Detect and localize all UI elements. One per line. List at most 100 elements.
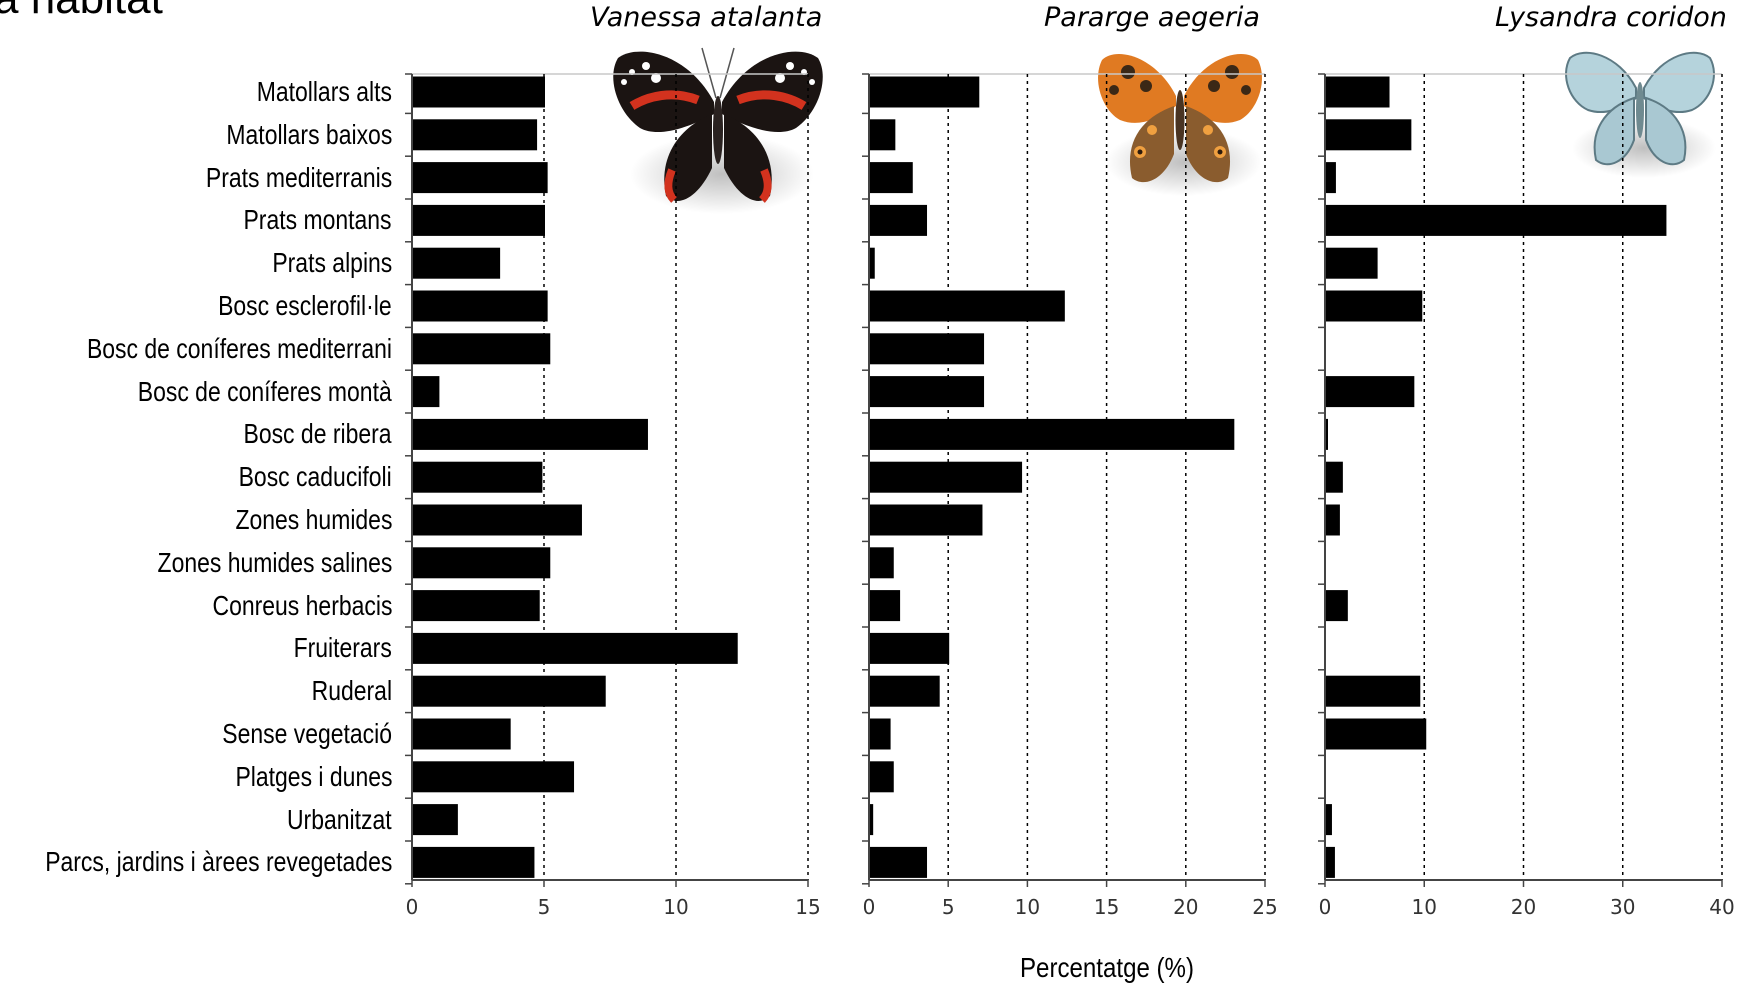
bar [1326, 204, 1667, 236]
x-tick-label: 20 [1173, 895, 1198, 919]
category-label: Zones humides [235, 504, 392, 535]
bar [1326, 504, 1340, 536]
bar [870, 675, 940, 707]
bar [413, 247, 501, 279]
panel-2: 0 10 20 30 40 [1318, 73, 1735, 919]
bar [870, 461, 1023, 493]
slide-title: a habitat [0, 0, 163, 24]
speckled-wood-butterfly-icon [1098, 54, 1262, 196]
bar [870, 846, 928, 878]
category-label: Platges i dunes [234, 760, 392, 792]
category-label: Prats mediterranis [205, 161, 392, 193]
x-tick-label: 0 [406, 895, 419, 919]
x-tick-label: 10 [663, 895, 688, 919]
bar [1326, 290, 1423, 322]
bar [1326, 247, 1378, 279]
x-tick-label: 15 [795, 895, 820, 919]
panel-1: 0 5 10 15 20 25 [862, 73, 1278, 919]
category-label: Bosc de coníferes mediterrani [86, 332, 392, 364]
category-label: Fruiterars [293, 632, 392, 664]
bar [870, 632, 950, 664]
category-label: Conreus herbacis [212, 589, 392, 621]
bar [413, 290, 548, 322]
bar [1326, 76, 1390, 108]
bar [1326, 418, 1328, 450]
bar [413, 804, 458, 836]
bar [413, 718, 511, 750]
bar [413, 846, 535, 878]
x-tick-label: 15 [1094, 895, 1119, 919]
bar [413, 590, 540, 622]
x-axis-label: Percentatge (%) [1020, 952, 1195, 983]
x-tick-label: 30 [1610, 895, 1635, 919]
category-label: Bosc de ribera [243, 418, 392, 450]
category-label: Sense vegetació [222, 718, 392, 749]
bar [413, 162, 548, 194]
category-label: Bosc esclerofil·le [218, 290, 392, 321]
bar [870, 119, 896, 151]
bar [413, 761, 575, 793]
category-label: Bosc caducifoli [238, 461, 392, 493]
x-tick-label: 40 [1709, 895, 1734, 919]
bar [1326, 718, 1427, 750]
bar [870, 333, 985, 365]
bar [1326, 162, 1336, 194]
category-label: Prats alpins [272, 247, 392, 279]
category-label: Zones humides salines [157, 546, 392, 578]
bar [1326, 119, 1412, 151]
bar [1326, 675, 1421, 707]
x-tick-label: 20 [1511, 895, 1536, 919]
chalkhill-blue-butterfly-icon [1565, 51, 1716, 178]
panel-title-pararge: Pararge aegeria [1044, 2, 1260, 33]
bar [1326, 846, 1335, 878]
panel-0: 0 5 10 15 [405, 73, 821, 919]
chart-panels: 0 5 10 15 0 5 10 15 20 25 0 10 20 30 40 [405, 73, 1735, 919]
category-label: Ruderal [311, 675, 392, 707]
bar [413, 504, 582, 536]
x-tick-label: 0 [1319, 895, 1332, 919]
bar [413, 418, 648, 450]
bar [413, 333, 551, 365]
bar [870, 418, 1235, 450]
bar [413, 119, 538, 151]
bar [413, 461, 543, 493]
category-label: Prats montans [243, 204, 392, 236]
panel-title-vanessa: Vanessa atalanta [590, 2, 823, 33]
bar [870, 76, 980, 108]
panel-title-lysandra: Lysandra coridon [1495, 2, 1727, 33]
bar [870, 761, 894, 793]
bar [1326, 461, 1343, 493]
bar [870, 162, 913, 194]
category-label: Matollars alts [256, 76, 392, 107]
bar [870, 376, 985, 408]
bar [413, 632, 738, 664]
red-admiral-butterfly-icon [613, 47, 823, 214]
category-label: Matollars baixos [226, 118, 392, 150]
bar [413, 204, 545, 236]
bar [870, 504, 983, 536]
x-tick-label: 5 [942, 895, 955, 919]
bar [870, 718, 891, 750]
x-tick-label: 10 [1015, 895, 1040, 919]
bar [413, 547, 551, 579]
bar [870, 547, 894, 579]
category-label: Parcs, jardins i àrees revegetades [44, 846, 392, 878]
bar [870, 247, 875, 279]
x-tick-label: 0 [863, 895, 876, 919]
x-tick-label: 5 [538, 895, 551, 919]
x-tick-label: 25 [1252, 895, 1277, 919]
bar [413, 675, 606, 707]
x-tick-label: 10 [1412, 895, 1437, 919]
category-label: Urbanitzat [287, 803, 392, 835]
bar [413, 76, 545, 108]
bar [1326, 590, 1348, 622]
bar [870, 290, 1065, 322]
bar [1326, 376, 1415, 408]
bar [870, 204, 928, 236]
bar [870, 804, 874, 836]
bar [1326, 804, 1332, 836]
bar [413, 376, 440, 408]
bar [870, 590, 901, 622]
